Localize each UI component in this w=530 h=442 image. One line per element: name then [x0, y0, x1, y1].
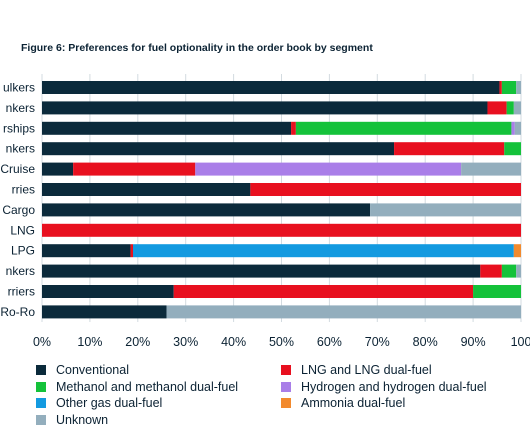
category-label: rries — [12, 183, 35, 197]
legend-item: LNG and LNG dual-fuel — [281, 363, 432, 377]
bar-segment — [42, 223, 521, 237]
category-label: LNG — [10, 223, 35, 237]
legend-label: Methanol and methanol dual-fuel — [56, 379, 239, 394]
bar-segment — [501, 81, 517, 94]
legend-swatch — [36, 381, 46, 392]
legend-swatch — [36, 414, 46, 425]
x-tick-label: 80% — [413, 335, 438, 349]
bar-segment — [295, 121, 512, 135]
legend-swatch — [36, 398, 46, 408]
chart-title: Figure 6: Preferences for fuel optionali… — [21, 42, 373, 54]
bar-segment — [73, 162, 196, 176]
category-label: rships — [3, 121, 35, 135]
bar-segment — [513, 244, 521, 258]
category-label: nkers — [6, 264, 35, 278]
bar-segment — [42, 142, 395, 156]
x-tick-label: 60% — [317, 335, 342, 349]
x-tick-label: 50% — [269, 335, 294, 349]
bar-segment — [166, 305, 522, 319]
category-label: nkers — [6, 101, 35, 115]
bars — [42, 81, 522, 319]
bar-segment — [42, 305, 167, 319]
x-tick-label: 20% — [125, 335, 150, 349]
x-tick-label: 40% — [221, 335, 246, 349]
legend-item: Hydrogen and hydrogen dual-fuel — [281, 380, 487, 394]
bar-segment — [487, 101, 507, 115]
legend-label: Conventional — [56, 363, 129, 377]
bar-segment — [42, 203, 371, 217]
bar-segment — [42, 101, 488, 115]
legend-swatch — [281, 381, 291, 392]
bar-segment — [511, 121, 515, 135]
legend-item: Unknown — [36, 413, 108, 427]
gridlines — [41, 74, 522, 322]
bar-segment — [461, 162, 521, 176]
legend-label: Unknown — [56, 412, 109, 427]
bar-segment — [42, 162, 74, 176]
x-tick-label: 30% — [173, 335, 198, 349]
bar-segment — [130, 244, 134, 258]
legend-swatch — [281, 365, 291, 375]
legend-item: Conventional — [36, 363, 129, 377]
bar-segment — [516, 264, 521, 278]
bar-segment — [133, 244, 514, 258]
bar-segment — [513, 101, 521, 115]
legend-swatch — [281, 398, 291, 408]
category-label: LPG — [11, 244, 35, 258]
bar-segment — [173, 285, 474, 298]
legend-label: Other gas dual-fuel — [56, 396, 163, 410]
bar-segment — [250, 183, 522, 196]
bar-segment — [42, 81, 500, 94]
bar-segment — [42, 264, 481, 278]
legend-item: Ammonia dual-fuel — [281, 396, 405, 410]
bar-segment — [42, 285, 174, 298]
bar-segment — [42, 183, 251, 196]
x-tick-label: 70% — [365, 335, 390, 349]
legend-label: Hydrogen and hydrogen dual-fuel — [301, 379, 487, 394]
legend-label: LNG and LNG dual-fuel — [301, 363, 432, 377]
bar-segment — [42, 121, 292, 135]
category-label: Cruise — [0, 162, 35, 176]
category-label: nkers — [6, 142, 35, 156]
category-labels: ulkers nkers rships nkers Cruise rries Cargo LN… — [0, 81, 35, 319]
category-label: rriers — [8, 285, 35, 299]
x-tick-label: 90% — [461, 335, 486, 349]
category-label: Ro-Ro — [0, 305, 35, 319]
bar-segment — [480, 264, 502, 278]
bar-segment — [195, 162, 462, 176]
category-label: Cargo — [2, 203, 35, 217]
bar-segment — [504, 142, 521, 156]
bar-segment — [42, 244, 131, 258]
bar-segment — [370, 203, 521, 217]
bar-segment — [506, 101, 514, 115]
bar-segment — [291, 121, 296, 135]
legend-item: Other gas dual-fuel — [36, 396, 162, 410]
x-tick-labels: 0% 10% 20% 30% 40% 50% 60% 70% 80% 90% 100 — [33, 335, 530, 349]
legend-label: Ammonia dual-fuel — [301, 396, 406, 410]
x-tick-label: 0% — [33, 335, 51, 349]
category-label: ulkers — [3, 81, 35, 95]
legend-item: Methanol and methanol dual-fuel — [36, 380, 238, 394]
x-tick-label: 100 — [511, 335, 530, 349]
legend-swatch — [36, 365, 46, 375]
bar-segment — [501, 264, 517, 278]
bar-segment — [516, 81, 521, 94]
bar-segment — [394, 142, 505, 156]
x-tick-label: 10% — [77, 335, 102, 349]
bar-segment — [499, 81, 502, 94]
bar-segment — [473, 285, 521, 298]
bar-segment — [514, 121, 521, 135]
